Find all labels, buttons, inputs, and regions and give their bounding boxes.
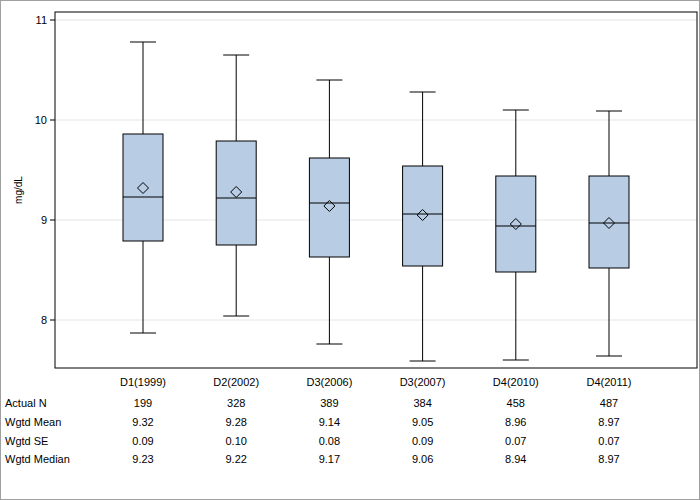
upper-whisker bbox=[329, 80, 330, 158]
box bbox=[309, 158, 349, 257]
box bbox=[403, 166, 443, 266]
table-cell: 9.14 bbox=[319, 416, 340, 428]
lower-cap bbox=[410, 361, 436, 362]
median-line bbox=[123, 197, 163, 198]
category-label: D3(2007) bbox=[400, 376, 446, 388]
row-label: Wgtd Median bbox=[5, 453, 70, 465]
mean-marker bbox=[604, 218, 615, 229]
table-cell: 0.09 bbox=[132, 435, 153, 447]
box bbox=[216, 141, 256, 245]
table-cell: 0.08 bbox=[319, 435, 340, 447]
lower-whisker bbox=[609, 268, 610, 356]
lower-whisker bbox=[143, 241, 144, 333]
mean-marker bbox=[138, 183, 149, 194]
mean-marker bbox=[417, 210, 428, 221]
table-cell: 0.07 bbox=[598, 435, 619, 447]
grid-line bbox=[55, 120, 697, 121]
tick-label: 9 bbox=[41, 214, 47, 226]
table-cell: 9.32 bbox=[132, 416, 153, 428]
box bbox=[123, 134, 163, 241]
table-cell: 9.06 bbox=[412, 453, 433, 465]
table-cell: 9.05 bbox=[412, 416, 433, 428]
table-cell: 8.96 bbox=[505, 416, 526, 428]
table-cell: 8.97 bbox=[598, 416, 619, 428]
table-cell: 9.22 bbox=[225, 453, 246, 465]
table-cell: 389 bbox=[320, 397, 338, 409]
box bbox=[589, 176, 629, 268]
mean-marker bbox=[231, 187, 242, 198]
category-label: D1(1999) bbox=[120, 376, 166, 388]
category-label: D4(2011) bbox=[586, 376, 631, 388]
median-line bbox=[403, 214, 443, 215]
upper-cap bbox=[503, 110, 529, 111]
table-cell: 0.10 bbox=[225, 435, 246, 447]
category-label: D2(2002) bbox=[213, 376, 259, 388]
upper-whisker bbox=[609, 111, 610, 176]
upper-cap bbox=[130, 42, 156, 43]
upper-cap bbox=[316, 80, 342, 81]
axis-label: mg/dL bbox=[13, 176, 24, 204]
boxes bbox=[123, 42, 629, 361]
tick-label: 8 bbox=[41, 314, 47, 326]
chart: 8 9 10 11 mg/dL D1(1999) D2(2002) D3(2006) D3(20… bbox=[0, 0, 700, 500]
category-label: D3(2006) bbox=[306, 376, 352, 388]
upper-cap bbox=[596, 111, 622, 112]
lower-whisker bbox=[329, 257, 330, 344]
lower-cap bbox=[596, 356, 622, 357]
table-cell: 8.94 bbox=[505, 453, 526, 465]
background bbox=[1, 1, 700, 500]
upper-whisker bbox=[515, 110, 516, 176]
plot-frame bbox=[55, 12, 697, 368]
lower-whisker bbox=[515, 272, 516, 360]
median-line bbox=[309, 203, 349, 204]
tick-label: 10 bbox=[35, 114, 47, 126]
tick-mark bbox=[50, 120, 55, 121]
upper-whisker bbox=[236, 55, 237, 141]
lower-cap bbox=[316, 344, 342, 345]
table-cell: 8.97 bbox=[598, 453, 619, 465]
mean-marker bbox=[510, 219, 521, 230]
table-cell: 328 bbox=[227, 397, 245, 409]
lower-cap bbox=[223, 316, 249, 317]
upper-whisker bbox=[143, 42, 144, 134]
median-line bbox=[589, 223, 629, 224]
tick-label: 11 bbox=[36, 14, 47, 26]
upper-whisker bbox=[422, 92, 423, 166]
lower-cap bbox=[503, 360, 529, 361]
lower-cap bbox=[130, 333, 156, 334]
table-cell: 0.07 bbox=[505, 435, 526, 447]
table-cell: 9.23 bbox=[132, 453, 153, 465]
lower-whisker bbox=[236, 245, 237, 316]
table-cell: 384 bbox=[413, 397, 431, 409]
grid-line bbox=[55, 320, 697, 321]
category-label: D4(2010) bbox=[493, 376, 539, 388]
table-cell: 9.28 bbox=[225, 416, 246, 428]
row-label: Wgtd SE bbox=[5, 435, 48, 447]
tick-mark bbox=[50, 20, 55, 21]
mean-marker bbox=[324, 201, 335, 212]
tick-mark bbox=[50, 220, 55, 221]
tick-mark bbox=[50, 320, 55, 321]
upper-cap bbox=[223, 55, 249, 56]
table-cell: 199 bbox=[134, 397, 152, 409]
lower-whisker bbox=[422, 266, 423, 361]
median-line bbox=[496, 226, 536, 227]
row-label: Wgtd Mean bbox=[5, 416, 61, 428]
row-label: Actual N bbox=[5, 397, 47, 409]
grid-line bbox=[55, 20, 697, 21]
upper-cap bbox=[410, 92, 436, 93]
table-cell: 0.09 bbox=[412, 435, 433, 447]
box bbox=[496, 176, 536, 272]
table-cell: 458 bbox=[507, 397, 525, 409]
table-cell: 487 bbox=[600, 397, 618, 409]
table-cell: 9.17 bbox=[319, 453, 340, 465]
